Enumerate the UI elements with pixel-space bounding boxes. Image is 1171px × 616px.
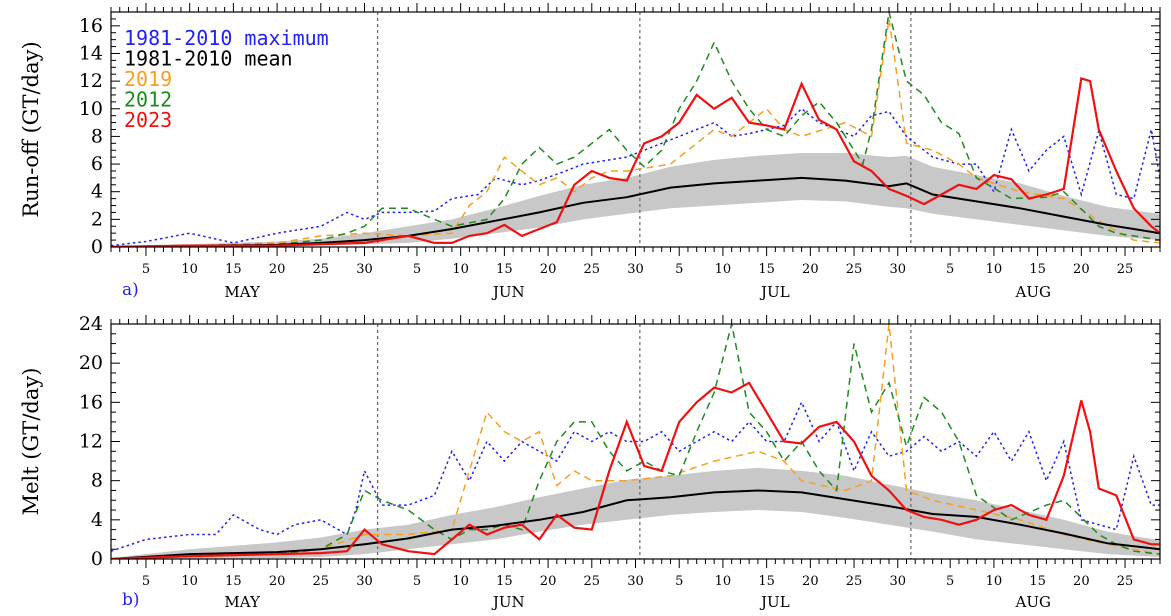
x-tick-label: 10 xyxy=(181,262,198,277)
legend-entry: 2012 xyxy=(124,88,172,112)
series-2019 xyxy=(111,324,1160,559)
series-2023 xyxy=(111,76,1160,247)
y-tick-label: 10 xyxy=(79,98,103,120)
month-label-jul: JUL xyxy=(759,283,790,301)
y-axis-label: Run-off (GT/day) xyxy=(19,41,43,217)
x-tick-label: 20 xyxy=(540,574,557,589)
x-tick-label: 10 xyxy=(452,262,469,277)
x-tick-label: 10 xyxy=(715,262,732,277)
x-tick-label: 25 xyxy=(584,574,601,589)
x-tick-label: 5 xyxy=(413,262,421,277)
x-tick-label: 10 xyxy=(715,574,732,589)
x-tick-label: 15 xyxy=(225,262,242,277)
panel-label: b) xyxy=(122,590,140,610)
x-tick-label: 25 xyxy=(846,574,863,589)
x-tick-label: 15 xyxy=(758,262,775,277)
melt-panel: 5 10 15 20 25 30 5 10 15 20 25 30 5 10 15 20 25 30 5 10 15 20… xyxy=(19,313,1161,611)
month-label-jun: JUN xyxy=(491,283,525,301)
y-tick-label: 14 xyxy=(79,42,103,64)
y-tick-label: 4 xyxy=(91,181,103,203)
x-tick-label: 5 xyxy=(142,574,150,589)
runoff-panel: 5 10 15 20 25 30 5 10 15 20 25 30 5 10 15 20 25 30 5 10 15 20… xyxy=(19,3,1161,301)
x-tick-label: 5 xyxy=(142,262,150,277)
panel-label: a) xyxy=(122,280,139,300)
y-tick-label: 4 xyxy=(91,509,103,531)
x-tick-label: 30 xyxy=(356,574,373,589)
series-1981-2010-mean xyxy=(111,176,1160,247)
x-tick-label: 25 xyxy=(1117,574,1134,589)
y-tick-label: 24 xyxy=(79,313,103,335)
series-1981-2010-maximum xyxy=(111,400,1160,552)
y-tick-label: 20 xyxy=(79,352,103,374)
x-tick-label: 10 xyxy=(452,574,469,589)
x-tick-label: 25 xyxy=(313,574,330,589)
x-tick-label: 5 xyxy=(946,262,954,277)
x-tick-label: 25 xyxy=(846,262,863,277)
month-label-aug: AUG xyxy=(1015,593,1051,611)
x-tick-label: 5 xyxy=(675,262,683,277)
x-tick-label: 20 xyxy=(269,262,286,277)
y-tick-label: 12 xyxy=(79,431,103,453)
x-tick-label: 15 xyxy=(496,574,513,589)
x-tick-label: 10 xyxy=(986,262,1003,277)
x-tick-label: 15 xyxy=(496,262,513,277)
series-2012 xyxy=(111,12,1160,247)
series-2019 xyxy=(111,18,1160,247)
x-tick-label: 30 xyxy=(889,262,906,277)
x-tick-label: 5 xyxy=(675,574,683,589)
y-tick-label: 16 xyxy=(79,391,103,413)
x-tick-label: 25 xyxy=(313,262,330,277)
month-label-may: MAY xyxy=(224,593,261,611)
series-1981-2010-maximum xyxy=(111,107,1160,247)
x-tick-label: 10 xyxy=(986,574,1003,589)
y-tick-label: 8 xyxy=(91,470,103,492)
month-label-may: MAY xyxy=(224,283,261,301)
x-tick-label: 20 xyxy=(1073,574,1090,589)
x-tick-label: 5 xyxy=(413,574,421,589)
x-tick-label: 15 xyxy=(758,574,775,589)
y-tick-label: 0 xyxy=(91,548,103,570)
x-tick-label: 30 xyxy=(356,262,373,277)
y-tick-label: 2 xyxy=(91,208,103,230)
x-tick-label: 15 xyxy=(225,574,242,589)
legend-entry: 2023 xyxy=(124,108,172,132)
y-axis-label: Melt (GT/day) xyxy=(19,368,43,516)
month-label-aug: AUG xyxy=(1015,283,1051,301)
x-tick-label: 10 xyxy=(181,574,198,589)
climatology-range-band xyxy=(111,153,1160,247)
x-tick-label: 25 xyxy=(1117,262,1134,277)
y-tick-label: 16 xyxy=(79,15,103,37)
month-label-jun: JUN xyxy=(491,593,525,611)
x-tick-label: 20 xyxy=(1073,262,1090,277)
x-tick-label: 20 xyxy=(802,574,819,589)
x-tick-label: 20 xyxy=(802,262,819,277)
y-tick-label: 6 xyxy=(91,153,103,175)
x-tick-label: 20 xyxy=(269,574,286,589)
x-tick-label: 15 xyxy=(1029,574,1046,589)
series-2012 xyxy=(111,324,1160,559)
y-tick-label: 12 xyxy=(79,70,103,92)
x-tick-label: 15 xyxy=(1029,262,1046,277)
x-tick-label: 20 xyxy=(540,262,557,277)
y-tick-label: 8 xyxy=(91,125,103,147)
x-tick-label: 30 xyxy=(889,574,906,589)
legend-entry: 2019 xyxy=(124,67,172,91)
x-tick-label: 5 xyxy=(946,574,954,589)
x-tick-label: 30 xyxy=(627,262,644,277)
month-label-jul: JUL xyxy=(759,593,790,611)
legend-entry: 1981-2010 maximum xyxy=(124,26,329,50)
y-tick-label: 0 xyxy=(91,236,103,258)
x-tick-label: 30 xyxy=(627,574,644,589)
legend-entry: 1981-2010 mean xyxy=(124,47,293,71)
x-tick-label: 25 xyxy=(584,262,601,277)
series-2023 xyxy=(111,381,1160,559)
